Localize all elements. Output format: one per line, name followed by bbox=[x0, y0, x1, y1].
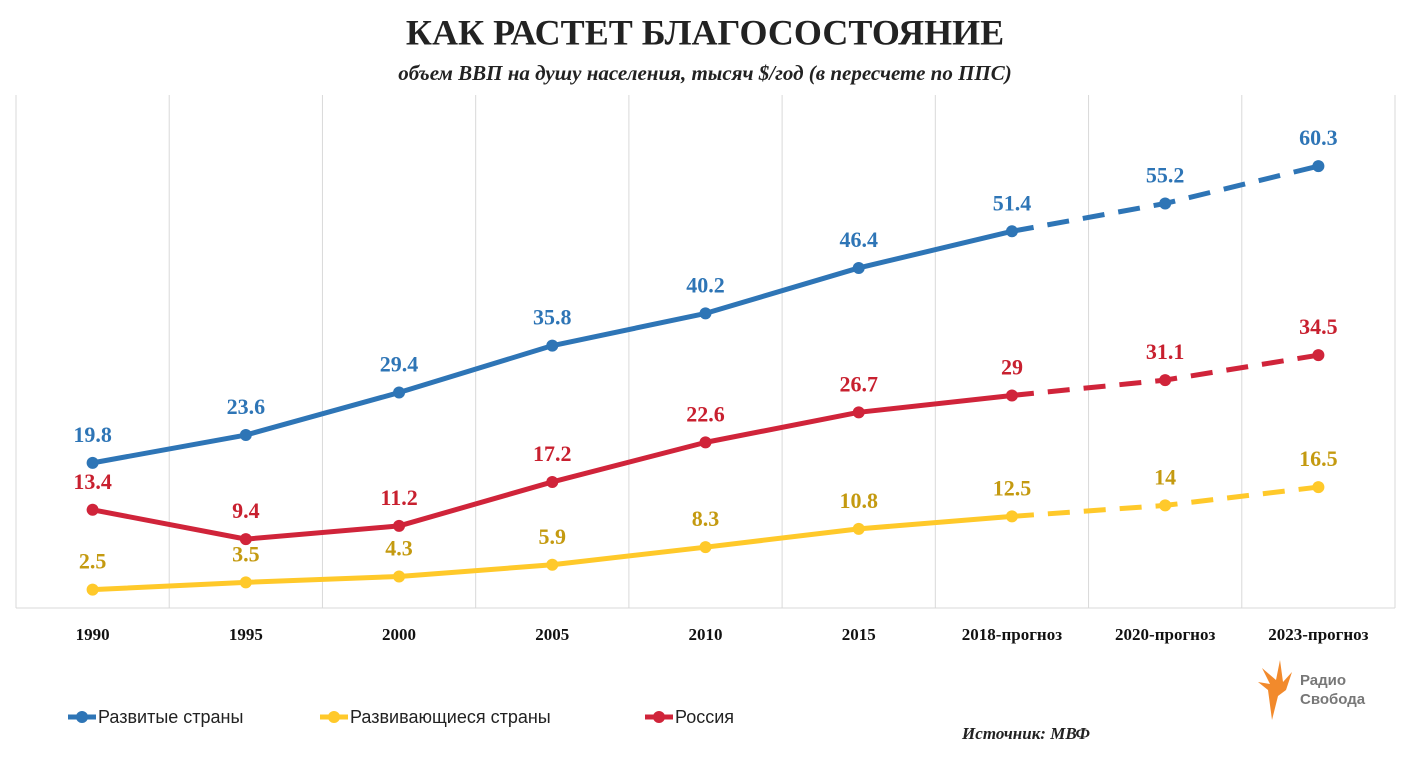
point bbox=[393, 386, 406, 399]
legend-marker bbox=[76, 711, 88, 723]
value-label: 5.9 bbox=[539, 524, 567, 549]
value-label: 16.5 bbox=[1299, 446, 1338, 471]
value-label: 19.8 bbox=[73, 422, 112, 447]
point bbox=[546, 339, 559, 352]
value-label: 35.8 bbox=[533, 305, 572, 330]
value-label: 3.5 bbox=[232, 541, 260, 566]
legend-marker bbox=[653, 711, 665, 723]
point bbox=[239, 429, 252, 442]
value-label: 11.2 bbox=[380, 485, 417, 510]
point bbox=[546, 558, 559, 571]
value-label: 9.4 bbox=[232, 498, 260, 523]
value-label: 14 bbox=[1154, 464, 1176, 489]
point bbox=[1312, 349, 1325, 362]
x-tick-label: 2020-прогноз bbox=[1115, 625, 1215, 644]
x-tick-label: 2015 bbox=[842, 625, 876, 644]
value-label: 55.2 bbox=[1146, 163, 1185, 188]
x-tick-label: 2005 bbox=[535, 625, 569, 644]
value-label: 4.3 bbox=[385, 536, 413, 561]
value-label: 31.1 bbox=[1146, 339, 1185, 364]
point bbox=[699, 541, 712, 554]
logo-text: Свобода bbox=[1300, 691, 1366, 708]
value-label: 51.4 bbox=[993, 190, 1032, 215]
source: Источник: МВФ bbox=[961, 724, 1090, 743]
value-label: 2.5 bbox=[79, 549, 107, 574]
value-label: 13.4 bbox=[73, 469, 112, 494]
point bbox=[852, 406, 865, 419]
series: 19.8 23.6 29.4 35.8 40.2 46.4 51.4 55.2 60.3 bbox=[73, 125, 1338, 469]
value-label: 29.4 bbox=[380, 352, 419, 377]
point bbox=[1005, 389, 1018, 402]
point bbox=[1159, 499, 1172, 512]
series: 2.5 3.5 4.3 5.9 8.3 10.8 12.5 14 16.5 bbox=[79, 446, 1338, 596]
value-label: 12.5 bbox=[993, 475, 1032, 500]
point bbox=[1159, 197, 1172, 210]
x-tick-label: 2018-прогноз bbox=[962, 625, 1062, 644]
x-tick-label: 2000 bbox=[382, 625, 416, 644]
x-tick-label: 2010 bbox=[689, 625, 723, 644]
value-label: 22.6 bbox=[686, 401, 725, 426]
value-label: 17.2 bbox=[533, 441, 572, 466]
value-label: 46.4 bbox=[839, 227, 878, 252]
point bbox=[393, 570, 406, 583]
legend-label: Россия bbox=[675, 707, 734, 727]
value-label: 40.2 bbox=[686, 272, 725, 297]
value-label: 60.3 bbox=[1299, 125, 1338, 150]
point bbox=[1005, 225, 1018, 238]
point bbox=[546, 475, 559, 488]
logo-text: Радио bbox=[1300, 672, 1346, 689]
point bbox=[239, 576, 252, 589]
value-label: 26.7 bbox=[839, 371, 878, 396]
chart-title: КАК РАСТЕТ БЛАГОСОСТОЯНИЕ bbox=[406, 12, 1004, 52]
point bbox=[1005, 510, 1018, 523]
value-label: 29 bbox=[1001, 355, 1023, 380]
point bbox=[86, 583, 99, 596]
legend-label: Развивающиеся страны bbox=[350, 707, 551, 727]
logo: Радио Свобода bbox=[1258, 660, 1366, 720]
point bbox=[86, 456, 99, 469]
point bbox=[1312, 160, 1325, 173]
value-label: 23.6 bbox=[227, 394, 266, 419]
legend-label: Развитые страны bbox=[98, 707, 243, 727]
point bbox=[852, 261, 865, 274]
value-label: 8.3 bbox=[692, 506, 720, 531]
value-label: 10.8 bbox=[839, 488, 878, 513]
point bbox=[1159, 374, 1172, 387]
point bbox=[393, 519, 406, 532]
point bbox=[239, 533, 252, 546]
point bbox=[852, 522, 865, 535]
point bbox=[1312, 481, 1325, 494]
chart-subtitle: объем ВВП на душу населения, тысяч $/год… bbox=[398, 61, 1012, 85]
value-label: 34.5 bbox=[1299, 314, 1338, 339]
x-tick-label: 2023-прогноз bbox=[1268, 625, 1368, 644]
series: 13.4 9.4 11.2 17.2 22.6 26.7 29 31.1 34.5 bbox=[73, 314, 1338, 546]
point bbox=[699, 307, 712, 320]
point bbox=[699, 436, 712, 449]
x-tick-label: 1990 bbox=[76, 625, 110, 644]
point bbox=[86, 503, 99, 516]
logo-icon bbox=[1258, 660, 1292, 720]
legend-marker bbox=[328, 711, 340, 723]
x-tick-label: 1995 bbox=[229, 625, 263, 644]
